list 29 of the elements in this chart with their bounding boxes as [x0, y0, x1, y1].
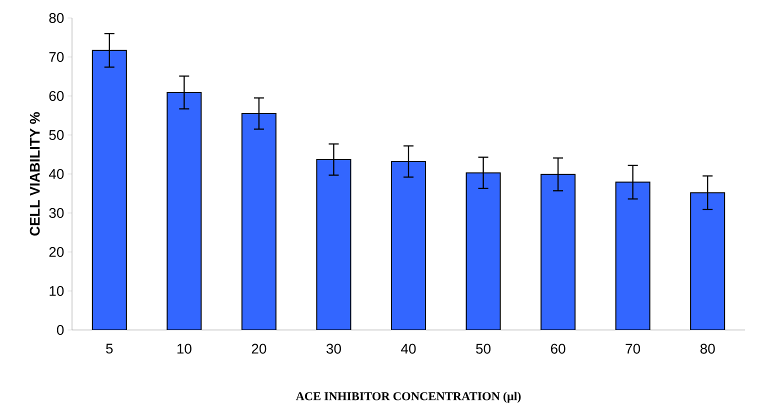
bar [316, 159, 352, 330]
x-tick-label: 70 [626, 344, 640, 354]
x-tick-label: 80 [700, 344, 715, 354]
bar [466, 172, 501, 330]
x-tick-label: 40 [401, 344, 416, 354]
x-tick-label: 60 [550, 344, 566, 354]
bar [615, 182, 650, 330]
x-tick-label: 5 [106, 344, 113, 354]
bar [241, 113, 276, 330]
y-tick-label: 30 [49, 208, 64, 218]
bar [166, 92, 202, 330]
bar [391, 161, 426, 330]
x-tick-label: 20 [252, 344, 266, 354]
y-tick-label: 80 [49, 13, 64, 23]
y-axis-title: CELL VIABILITY % [30, 112, 40, 236]
y-tick-label: 10 [50, 286, 64, 296]
bar [540, 174, 576, 330]
bar [690, 192, 726, 330]
y-tick-label: 70 [49, 52, 64, 62]
y-tick-label: 50 [49, 130, 64, 140]
x-tick-label: 50 [476, 344, 491, 354]
y-tick-label: 0 [56, 325, 64, 335]
y-tick-label: 40 [48, 169, 64, 179]
bar [92, 50, 127, 330]
x-axis-title: ACE INHIBITOR CONCENTRATION (µl) [296, 392, 521, 403]
x-tick-label: 10 [177, 344, 192, 354]
y-tick-label: 20 [49, 247, 64, 257]
x-tick-label: 30 [326, 344, 341, 354]
y-tick-label: 60 [49, 91, 64, 101]
